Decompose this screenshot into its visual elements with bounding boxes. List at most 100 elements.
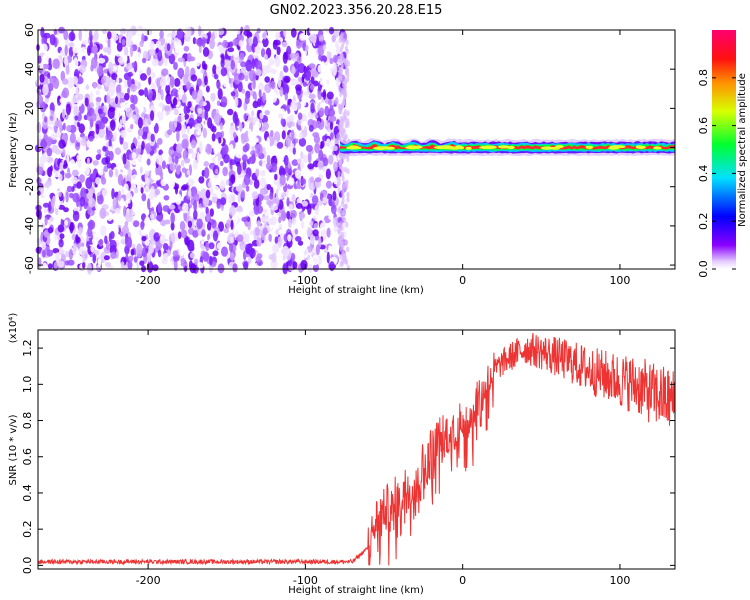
noise-cell xyxy=(141,140,145,150)
noise-cell xyxy=(71,233,77,241)
noise-cell xyxy=(180,185,187,191)
noise-cell xyxy=(323,30,327,36)
noise-cell xyxy=(215,156,219,165)
noise-cell xyxy=(290,78,297,86)
noise-cell xyxy=(156,77,161,88)
noise-cell xyxy=(174,45,183,54)
x-tick-label: -100 xyxy=(293,274,318,287)
noise-cell xyxy=(300,178,307,185)
noise-cell xyxy=(284,92,288,101)
noise-cell xyxy=(295,203,303,209)
noise-cell xyxy=(295,84,302,91)
noise-cell xyxy=(247,256,252,264)
noise-cell xyxy=(340,66,344,73)
noise-cell xyxy=(183,73,189,85)
noise-cell xyxy=(247,115,252,123)
noise-cell xyxy=(240,189,246,199)
noise-cell xyxy=(208,242,215,250)
noise-cell xyxy=(96,143,101,150)
noise-cell xyxy=(63,29,69,41)
noise-cell xyxy=(274,173,278,181)
noise-cell xyxy=(257,82,264,92)
noise-cell xyxy=(89,91,94,104)
noise-cell xyxy=(144,216,151,227)
noise-cell xyxy=(341,89,345,95)
y-tick-label: 0.0 xyxy=(21,557,34,575)
noise-cell xyxy=(222,75,230,88)
noise-cell xyxy=(265,142,271,154)
snr-y-multiplier: (x10⁴) xyxy=(8,313,19,344)
noise-cell xyxy=(112,198,117,210)
noise-cell xyxy=(236,234,244,242)
noise-cell xyxy=(339,245,343,252)
noise-cell xyxy=(180,123,187,136)
noise-cell xyxy=(58,173,63,182)
noise-cell xyxy=(196,152,200,163)
noise-cell xyxy=(168,53,176,65)
noise-cell xyxy=(219,180,225,191)
noise-cell xyxy=(158,50,162,57)
noise-cell xyxy=(62,87,69,99)
noise-cell xyxy=(320,55,328,63)
noise-cell xyxy=(102,61,106,68)
noise-cell xyxy=(313,222,319,229)
noise-cell xyxy=(135,51,142,62)
noise-cell xyxy=(81,39,88,45)
noise-cell xyxy=(252,132,257,144)
snr-x-ticks: -200 -100 0 100 xyxy=(136,330,630,587)
noise-cell xyxy=(123,55,128,63)
noise-cell xyxy=(78,226,83,235)
noise-cell xyxy=(213,185,220,194)
noise-cell xyxy=(229,205,236,217)
noise-cell xyxy=(51,133,57,141)
colorbar-tick-label: 0.0 xyxy=(697,260,710,278)
colorbar-label: Normalized spectral amplitude xyxy=(737,73,748,227)
noise-cell xyxy=(161,160,166,170)
spectrogram-signal-band xyxy=(340,138,675,157)
noise-cell xyxy=(250,110,255,117)
noise-cell xyxy=(186,125,191,134)
noise-cell xyxy=(111,188,115,200)
noise-cell xyxy=(150,170,155,180)
noise-cell xyxy=(251,153,256,164)
noise-cell xyxy=(58,204,65,210)
noise-cell xyxy=(264,240,271,248)
noise-cell xyxy=(72,243,77,252)
noise-cell xyxy=(202,251,210,262)
noise-cell xyxy=(146,66,152,76)
noise-cell xyxy=(92,171,96,179)
noise-cell xyxy=(107,38,111,48)
noise-cell xyxy=(345,39,349,46)
noise-cell xyxy=(97,258,102,268)
noise-cell xyxy=(281,41,288,48)
noise-cell xyxy=(340,240,344,247)
noise-cell xyxy=(247,128,252,140)
noise-cell xyxy=(121,38,126,46)
noise-cell xyxy=(277,151,285,161)
noise-cell xyxy=(116,76,120,86)
noise-cell xyxy=(309,220,314,227)
noise-cell xyxy=(73,57,78,63)
noise-cell xyxy=(91,112,97,122)
noise-cell xyxy=(281,130,286,140)
noise-cell xyxy=(205,143,213,155)
noise-cell xyxy=(339,253,343,260)
spectrogram-marks xyxy=(34,24,675,275)
noise-cell xyxy=(65,124,72,132)
noise-cell xyxy=(172,250,179,257)
noise-cell xyxy=(127,31,133,41)
noise-cell xyxy=(153,232,160,242)
noise-cell xyxy=(143,185,150,194)
noise-cell xyxy=(104,261,112,267)
noise-cell xyxy=(194,123,202,130)
noise-cell xyxy=(95,96,102,103)
noise-cell xyxy=(186,169,190,175)
noise-cell xyxy=(272,243,280,254)
noise-cell xyxy=(235,186,243,192)
noise-cell xyxy=(46,181,52,187)
noise-cell xyxy=(174,155,179,165)
noise-cell xyxy=(237,191,241,203)
noise-cell xyxy=(148,191,155,200)
noise-cell xyxy=(140,187,144,194)
noise-cell xyxy=(275,31,281,40)
